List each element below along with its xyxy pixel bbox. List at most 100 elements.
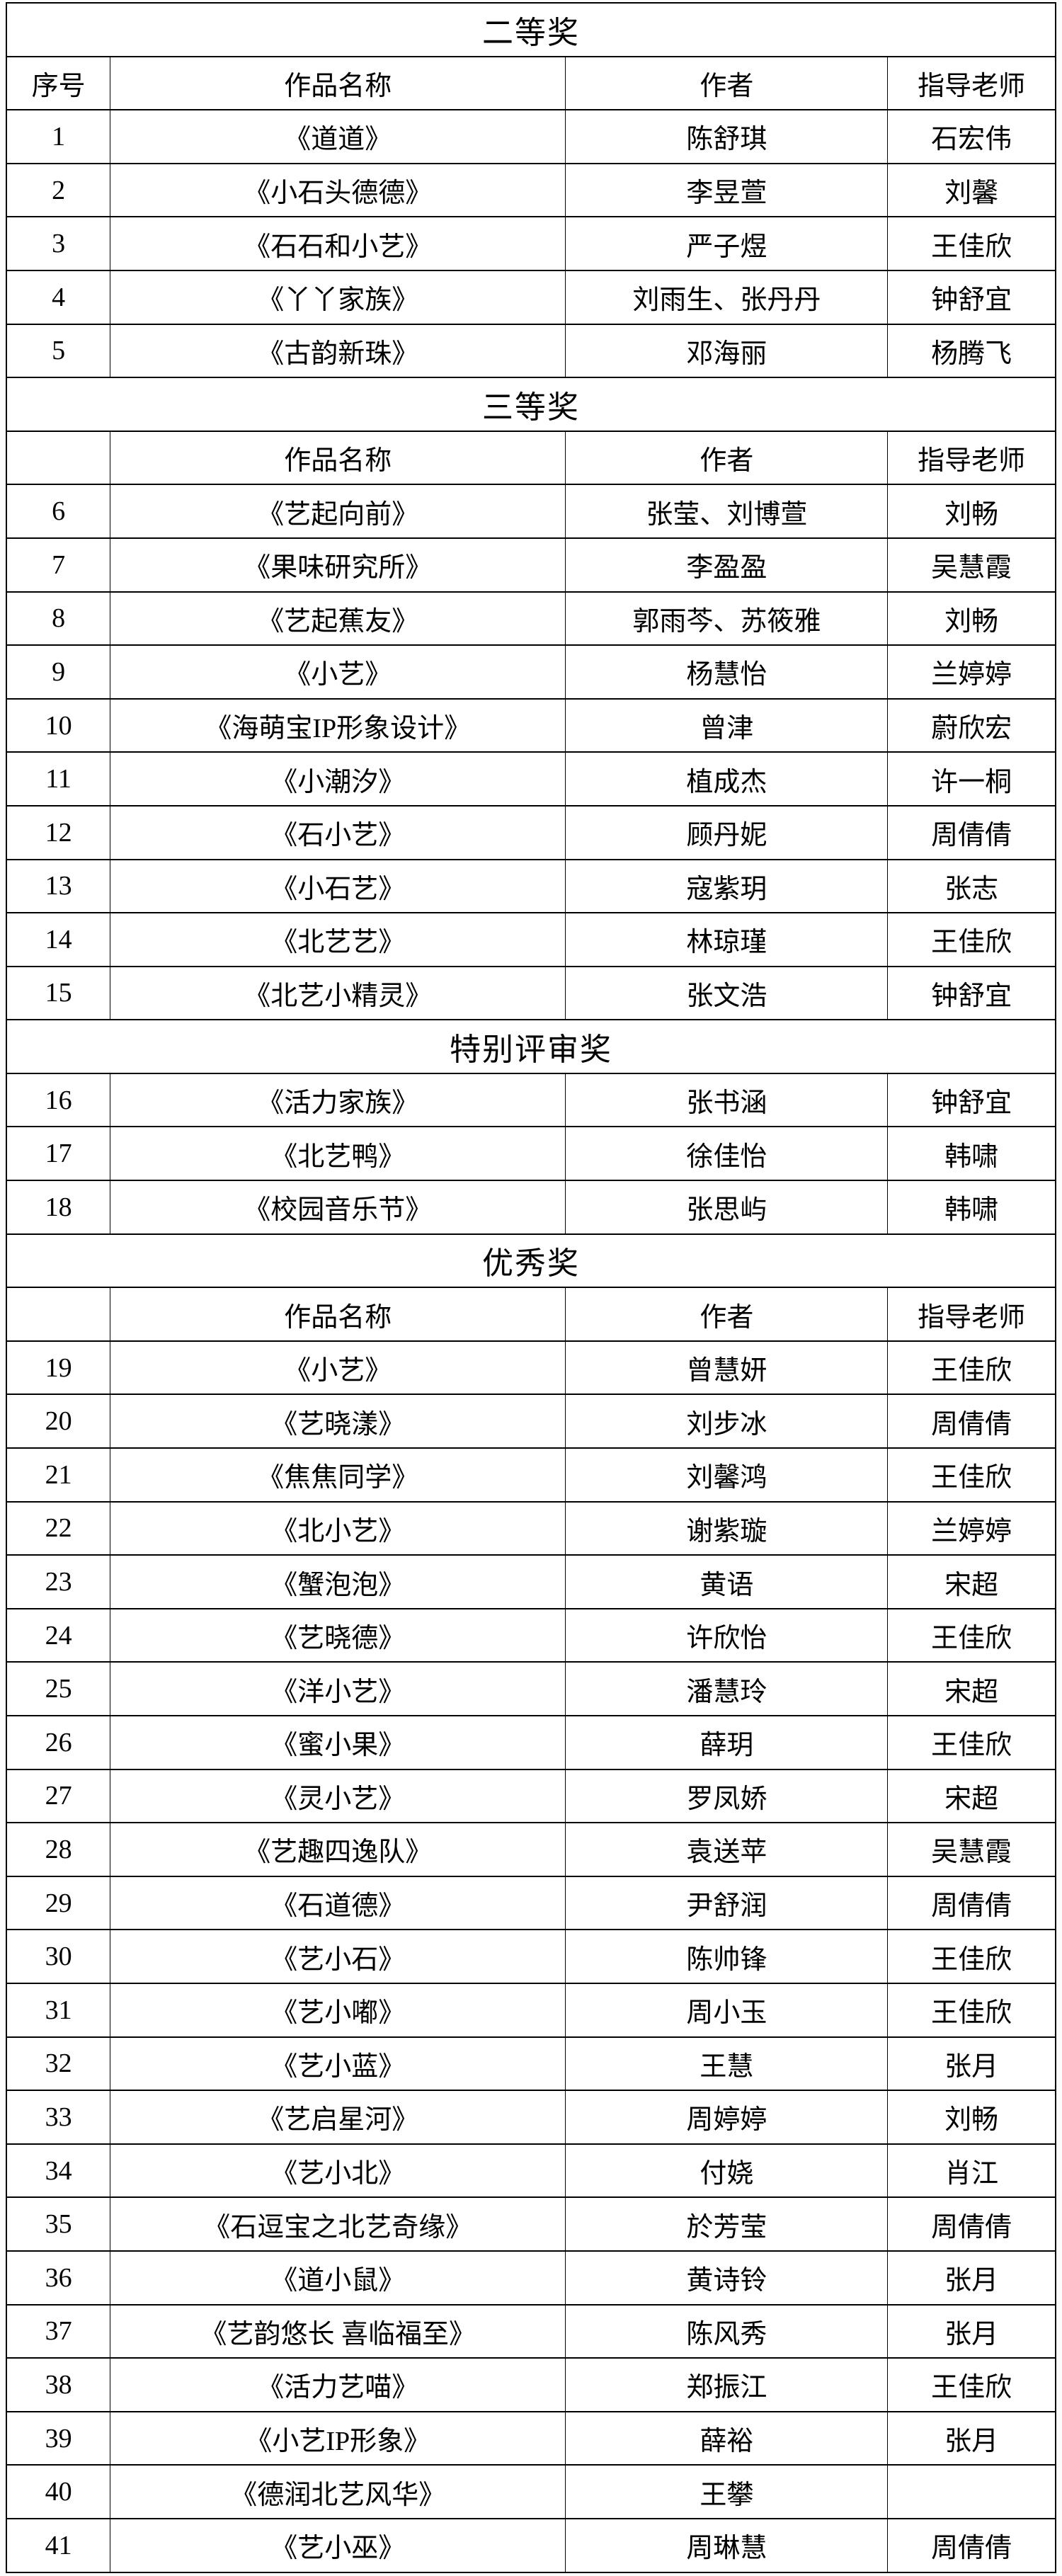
table-row: 10 《海萌宝IP形象设计》 曾津 蔚欣宏 [6, 697, 1056, 753]
work-name-cell: 《小艺IP形象》 [110, 2410, 566, 2466]
table-row: 38 《活力艺喵》 郑振江 王佳欣 [6, 2357, 1056, 2412]
table-row: 13 《小石艺》 寇紫玥 张志 [6, 858, 1056, 914]
work-name-cell: 《蟹泡泡》 [110, 1554, 566, 1609]
column-header: 作者 [565, 1287, 889, 1342]
table-row: 33 《艺启星河》 周婷婷 刘畅 [6, 2090, 1056, 2145]
work-name-cell: 《道小鼠》 [110, 2250, 566, 2306]
work-name-cell: 《焦焦同学》 [110, 1447, 566, 1503]
teacher-cell: 宋超 [887, 1661, 1056, 1716]
table-row: 1 《道道》 陈舒琪 石宏伟 [6, 109, 1056, 164]
row-index-cell: 35 [6, 2196, 111, 2252]
work-name-cell: 《艺启星河》 [110, 2090, 566, 2145]
table-row: 2 《小石头德德》 李昱萱 刘馨 [6, 162, 1056, 218]
row-index-cell: 40 [6, 2464, 111, 2519]
column-header [6, 430, 111, 486]
column-header: 指导老师 [887, 55, 1056, 111]
row-index-cell: 23 [6, 1554, 111, 1609]
row-index-cell: 37 [6, 2303, 111, 2359]
teacher-cell: 刘畅 [887, 591, 1056, 646]
section-title-row: 特别评审奖 [6, 1019, 1056, 1074]
table-row: 12 《石小艺》 顾丹妮 周倩倩 [6, 804, 1056, 860]
table-row: 5 《古韵新珠》 邓海丽 杨腾飞 [6, 323, 1056, 379]
teacher-cell: 钟舒宜 [887, 269, 1056, 325]
row-index-cell: 32 [6, 2036, 111, 2092]
teacher-cell: 周倩倩 [887, 804, 1056, 860]
author-cell: 於芳莹 [565, 2196, 889, 2252]
work-name-cell: 《艺晓漾》 [110, 1394, 566, 1449]
teacher-cell: 周倩倩 [887, 2517, 1056, 2573]
work-name-cell: 《小石头德德》 [110, 162, 566, 218]
work-name-cell: 《小石艺》 [110, 858, 566, 914]
table-row: 25 《洋小艺》 潘慧玲 宋超 [6, 1661, 1056, 1716]
teacher-cell: 石宏伟 [887, 109, 1056, 164]
table-row: 21 《焦焦同学》 刘馨鸿 王佳欣 [6, 1447, 1056, 1503]
column-header [6, 1287, 111, 1342]
author-cell: 杨慧怡 [565, 644, 889, 700]
work-name-cell: 《石逗宝之北艺奇缘》 [110, 2196, 566, 2252]
work-name-cell: 《艺晓德》 [110, 1607, 566, 1663]
author-cell: 李盈盈 [565, 537, 889, 593]
table-row: 4 《丫丫家族》 刘雨生、张丹丹 钟舒宜 [6, 269, 1056, 325]
column-header-row: 序号 作品名称 作者 指导老师 [6, 55, 1056, 111]
row-index-cell: 33 [6, 2090, 111, 2145]
row-index-cell: 12 [6, 804, 111, 860]
column-header: 作者 [565, 430, 889, 486]
table-row: 29 《石道德》 尹舒润 周倩倩 [6, 1875, 1056, 1931]
row-index-cell: 25 [6, 1661, 111, 1716]
section-title-row: 三等奖 [6, 377, 1056, 432]
author-cell: 刘雨生、张丹丹 [565, 269, 889, 325]
author-cell: 曾慧妍 [565, 1340, 889, 1396]
author-cell: 付娆 [565, 2143, 889, 2199]
table-row: 28 《艺趣四逸队》 袁送苹 吴慧霞 [6, 1822, 1056, 1877]
work-name-cell: 《小艺》 [110, 1340, 566, 1396]
section-title-row: 优秀奖 [6, 1233, 1056, 1289]
work-name-cell: 《艺起向前》 [110, 484, 566, 539]
teacher-cell: 宋超 [887, 1554, 1056, 1609]
row-index-cell: 24 [6, 1607, 111, 1663]
work-name-cell: 《小潮汐》 [110, 751, 566, 807]
teacher-cell: 周倩倩 [887, 1394, 1056, 1449]
work-name-cell: 《丫丫家族》 [110, 269, 566, 325]
column-header: 作品名称 [110, 55, 566, 111]
table-row: 15 《北艺小精灵》 张文浩 钟舒宜 [6, 965, 1056, 1021]
row-index-cell: 4 [6, 269, 111, 325]
table-row: 35 《石逗宝之北艺奇缘》 於芳莹 周倩倩 [6, 2196, 1056, 2252]
table-row: 36 《道小鼠》 黄诗铃 张月 [6, 2250, 1056, 2306]
teacher-cell: 宋超 [887, 1768, 1056, 1824]
author-cell: 尹舒润 [565, 1875, 889, 1931]
work-name-cell: 《北艺鸭》 [110, 1126, 566, 1182]
row-index-cell: 13 [6, 858, 111, 914]
table-row: 6 《艺起向前》 张莹、刘博萱 刘畅 [6, 484, 1056, 539]
work-name-cell: 《艺韵悠长 喜临福至》 [110, 2303, 566, 2359]
section-title: 优秀奖 [6, 1233, 1056, 1289]
author-cell: 植成杰 [565, 751, 889, 807]
teacher-cell: 钟舒宜 [887, 965, 1056, 1021]
author-cell: 黄诗铃 [565, 2250, 889, 2306]
table-row: 16 《活力家族》 张书涵 钟舒宜 [6, 1072, 1056, 1128]
row-index-cell: 28 [6, 1822, 111, 1877]
row-index-cell: 6 [6, 484, 111, 539]
table-row: 20 《艺晓漾》 刘步冰 周倩倩 [6, 1394, 1056, 1449]
teacher-cell: 兰婷婷 [887, 644, 1056, 700]
work-name-cell: 《校园音乐节》 [110, 1180, 566, 1235]
author-cell: 寇紫玥 [565, 858, 889, 914]
teacher-cell: 王佳欣 [887, 216, 1056, 271]
work-name-cell: 《艺小巫》 [110, 2517, 566, 2573]
author-cell: 谢紫璇 [565, 1500, 889, 1556]
work-name-cell: 《北小艺》 [110, 1500, 566, 1556]
work-name-cell: 《德润北艺风华》 [110, 2464, 566, 2519]
row-index-cell: 27 [6, 1768, 111, 1824]
author-cell: 刘馨鸿 [565, 1447, 889, 1503]
row-index-cell: 19 [6, 1340, 111, 1396]
teacher-cell: 王佳欣 [887, 1982, 1056, 2038]
row-index-cell: 3 [6, 216, 111, 271]
row-index-cell: 15 [6, 965, 111, 1021]
author-cell: 郭雨芩、苏筱雅 [565, 591, 889, 646]
author-cell: 郑振江 [565, 2357, 889, 2412]
work-name-cell: 《艺小石》 [110, 1929, 566, 1984]
row-index-cell: 29 [6, 1875, 111, 1931]
author-cell: 李昱萱 [565, 162, 889, 218]
column-header: 序号 [6, 55, 111, 111]
author-cell: 严子煜 [565, 216, 889, 271]
author-cell: 黄语 [565, 1554, 889, 1609]
